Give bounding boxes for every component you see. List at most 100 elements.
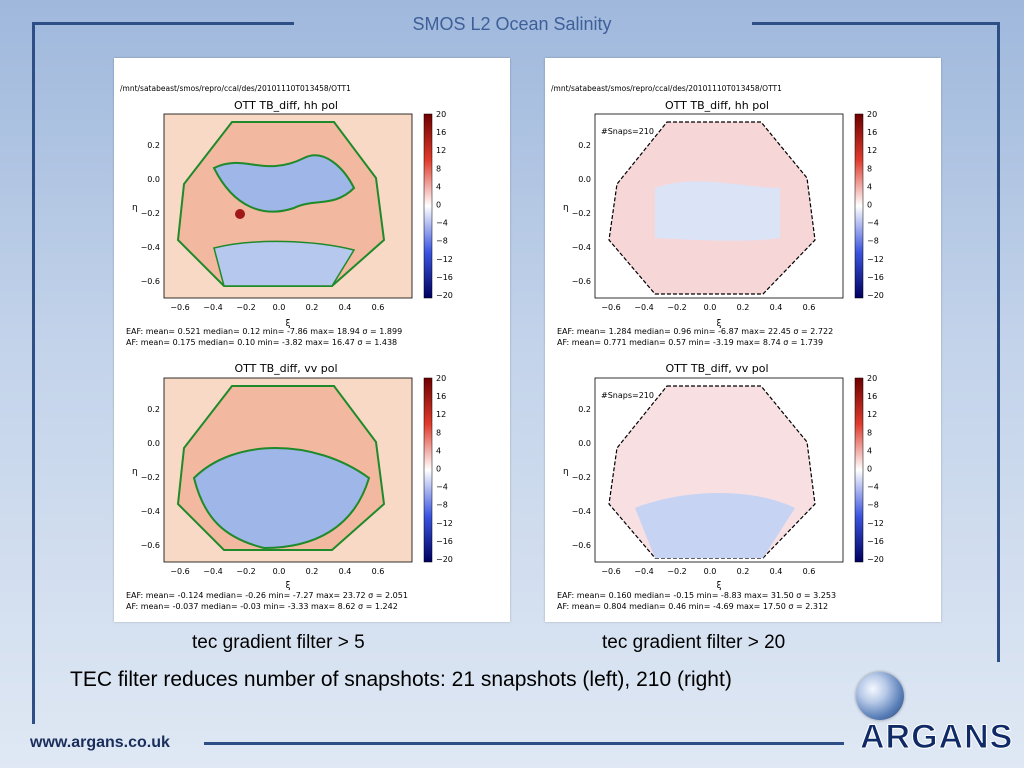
x-axis-label: ξ — [285, 319, 290, 329]
tick-label: 0.4 — [339, 303, 352, 312]
y-axis-label: η — [132, 467, 138, 477]
tick-label: −16 — [436, 273, 453, 282]
plot-hh-right: OTT TB_diff, hh pol #Snaps=210 — [594, 99, 844, 299]
tick-label: −0.2 — [236, 567, 255, 576]
argans-logo: ARGANS — [859, 718, 1014, 757]
globe-icon — [856, 672, 904, 720]
tick-label: 0 — [436, 201, 441, 210]
tick-label: −16 — [436, 537, 453, 546]
tick-label: −16 — [867, 273, 884, 282]
footer-url[interactable]: www.argans.co.uk — [30, 734, 170, 751]
tick-label: −4 — [436, 483, 448, 492]
tick-label: −0.4 — [572, 507, 591, 516]
tick-label: 0.2 — [306, 303, 319, 312]
colorbar — [423, 377, 433, 563]
tick-label: −0.2 — [141, 209, 160, 218]
cold-region — [655, 181, 780, 241]
tick-label: 0.4 — [339, 567, 352, 576]
y-ticks-bottom: 0.2 0.0 −0.2 −0.4 −0.6 — [572, 405, 591, 550]
cold-region-lower — [213, 240, 356, 287]
figure-left-svg: /mnt/satabeast/smos/repro/ccal/des/20101… — [120, 84, 453, 611]
tick-label: 8 — [867, 428, 872, 437]
tick-label: 8 — [436, 164, 441, 173]
tick-label: 0 — [867, 465, 872, 474]
tick-label: 0.4 — [770, 303, 783, 312]
frame-top-right — [752, 22, 1000, 25]
tick-label: −0.4 — [141, 243, 160, 252]
tick-label: −4 — [436, 219, 448, 228]
stats-line: AF: mean= -0.037 median= -0.03 min= -3.3… — [126, 602, 398, 611]
figure-panel-left: /mnt/satabeast/smos/repro/ccal/des/20101… — [114, 58, 510, 622]
tick-label: −0.2 — [667, 303, 686, 312]
cold-region — [192, 447, 371, 550]
tick-label: −4 — [867, 483, 879, 492]
tick-label: −0.6 — [572, 541, 591, 550]
tick-label: −12 — [436, 255, 453, 264]
tick-label: −0.4 — [203, 567, 222, 576]
stats-line: EAF: mean= 0.521 median= 0.12 min= -7.86… — [126, 327, 402, 336]
caption-left: tec gradient filter > 5 — [192, 632, 365, 653]
tick-label: −0.2 — [141, 473, 160, 482]
tick-label: 4 — [867, 446, 872, 455]
tick-label: 0.2 — [737, 303, 750, 312]
frame-right — [997, 22, 1000, 662]
tick-label: 16 — [867, 392, 877, 401]
plot-title: OTT TB_diff, vv pol — [234, 362, 337, 375]
stats-line: AF: mean= 0.804 median= 0.46 min= -4.69 … — [557, 602, 828, 611]
y-axis-label: η — [563, 203, 569, 213]
stats-line: EAF: mean= 0.160 median= -0.15 min= -8.8… — [557, 591, 836, 600]
y-axis-label: η — [563, 467, 569, 477]
tick-label: −12 — [867, 519, 884, 528]
colorbar — [854, 377, 864, 563]
plot-vv-right: OTT TB_diff, vv pol #Snaps=210 — [594, 362, 844, 563]
tick-label: −0.4 — [141, 507, 160, 516]
colorbar — [423, 113, 433, 299]
tick-label: 0.4 — [770, 567, 783, 576]
tick-label: −0.6 — [572, 277, 591, 286]
tick-label: 0 — [867, 201, 872, 210]
plot-title: OTT TB_diff, vv pol — [665, 362, 768, 375]
stats-line: AF: mean= 0.175 median= 0.10 min= -3.82 … — [126, 338, 397, 347]
tick-label: −0.2 — [572, 473, 591, 482]
tick-label: 4 — [436, 182, 441, 191]
tick-label: 4 — [867, 182, 872, 191]
tick-label: 0.0 — [704, 303, 717, 312]
colorbar — [854, 113, 864, 299]
tick-label: −0.4 — [572, 243, 591, 252]
tick-label: −0.2 — [236, 303, 255, 312]
tick-label: −12 — [436, 519, 453, 528]
tick-label: 20 — [436, 110, 446, 119]
tick-label: −8 — [436, 237, 448, 246]
tick-label: 0.0 — [578, 175, 591, 184]
tick-label: 0.2 — [306, 567, 319, 576]
tick-label: −0.6 — [601, 567, 620, 576]
tick-label: −0.2 — [572, 209, 591, 218]
tick-label: 16 — [867, 128, 877, 137]
tick-label: −0.6 — [141, 541, 160, 550]
tick-label: 8 — [867, 164, 872, 173]
tick-label: −8 — [867, 237, 879, 246]
tick-label: −12 — [867, 255, 884, 264]
tick-label: 20 — [867, 374, 877, 383]
x-axis-label: ξ — [285, 581, 290, 591]
stats-line: AF: mean= 0.771 median= 0.57 min= -3.19 … — [557, 338, 823, 347]
stats-line: EAF: mean= 1.284 median= 0.96 min= -6.87… — [557, 327, 833, 336]
tick-label: −0.6 — [601, 303, 620, 312]
tick-label: 0.0 — [704, 567, 717, 576]
tick-label: 0.2 — [737, 567, 750, 576]
figure-panel-right: /mnt/satabeast/smos/repro/ccal/des/20101… — [545, 58, 941, 622]
caption-right: tec gradient filter > 20 — [602, 632, 786, 653]
x-ticks-top: −0.6 −0.4 −0.2 0.0 0.2 0.4 0.6 — [601, 303, 815, 312]
tick-label: −0.4 — [634, 567, 653, 576]
tick-label: 16 — [436, 128, 446, 137]
plot-title: OTT TB_diff, hh pol — [234, 99, 338, 112]
tick-label: −20 — [436, 555, 453, 564]
tick-label: 20 — [436, 374, 446, 383]
tick-label: 0.0 — [273, 303, 286, 312]
tick-label: 16 — [436, 392, 446, 401]
tick-label: 0.6 — [372, 303, 385, 312]
tick-label: 0.6 — [372, 567, 385, 576]
tick-label: 0.0 — [147, 439, 160, 448]
tick-label: −8 — [867, 501, 879, 510]
tick-label: 0.6 — [803, 567, 816, 576]
